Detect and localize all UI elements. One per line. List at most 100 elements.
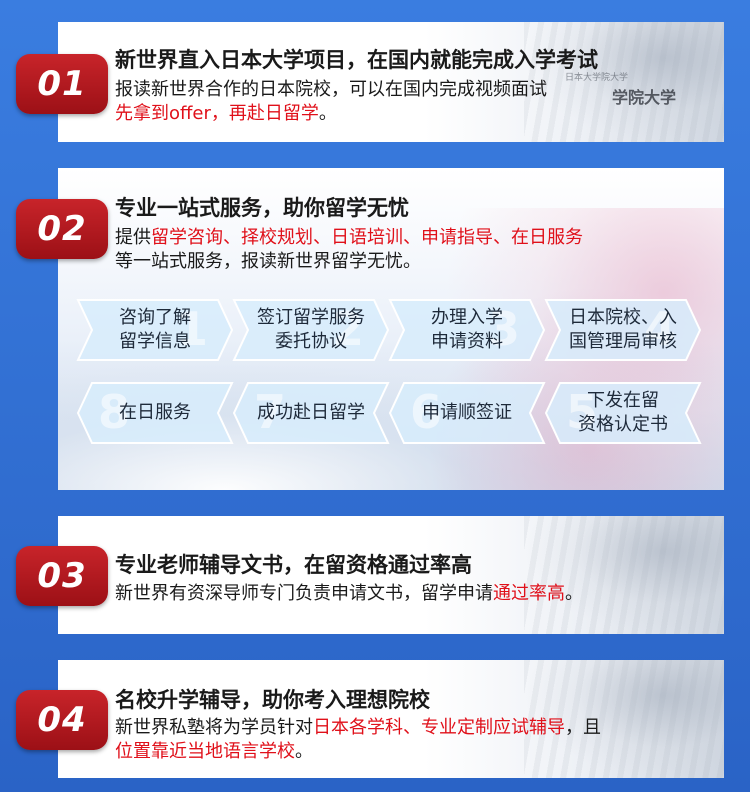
step-label-line: 咨询了解 <box>119 307 191 328</box>
highlight-text: 先拿到offer，再赴日留学 <box>115 103 319 124</box>
section-body-4: 新世界私塾将为学员针对日本各学科、专业定制应试辅导，且 位置靠近当地语言学校。 <box>115 716 601 764</box>
section-card-3 <box>58 516 724 634</box>
section-body-3: 新世界有资深导师专门负责申请文书，留学申请通过率高。 <box>115 582 583 606</box>
step-label-text: 日本院校、入 国管理局审核 <box>569 306 677 354</box>
body-text: 。 <box>565 583 583 604</box>
sign-text: 学院大学 <box>612 88 677 107</box>
body-line: 位置靠近当地语言学校。 <box>115 740 601 764</box>
body-text: 新世界私塾将为学员针对 <box>115 717 313 738</box>
body-line: 先拿到offer，再赴日留学。 <box>115 102 547 126</box>
process-step: 1 咨询了解留学信息 <box>76 298 234 362</box>
chevron-shape <box>544 382 702 444</box>
process-step: 6 申请顺签证 <box>388 381 546 445</box>
section-title-1: 新世界直入日本大学项目，在国内就能完成入学考试 <box>115 48 598 72</box>
chevron-shape <box>76 299 234 361</box>
process-step: 2 签订留学服务 委托协议 <box>232 298 390 362</box>
step-label-text: 申请顺签证 <box>422 401 512 425</box>
section-title-2: 专业一站式服务，助你留学无忧 <box>115 196 409 220</box>
highlight-text: 日本各学科、专业定制应试辅导 <box>313 717 565 738</box>
body-line: 报读新世界合作的日本院校，可以在国内完成视频面试 <box>115 79 547 100</box>
step-label: 成功赴日留学 <box>254 381 368 445</box>
chevron-arrow-icon <box>76 382 234 444</box>
chevron-shape <box>232 382 390 444</box>
step-label-line: 成功赴日留学 <box>257 402 365 423</box>
step-number: 4 <box>643 302 676 356</box>
section-title-3: 专业老师辅导文书，在留资格通过率高 <box>115 553 472 577</box>
step-label-line: 国管理局审核 <box>569 331 677 352</box>
body-line: 新世界有资深导师专门负责申请文书，留学申请通过率高。 <box>115 582 583 606</box>
chevron-arrow-icon <box>76 299 234 361</box>
step-label-line: 日本院校、入 <box>569 307 677 328</box>
badge-number: 04 <box>37 700 87 740</box>
step-number: 2 <box>331 302 364 356</box>
body-text: 。 <box>295 741 313 762</box>
section-badge-4: 04 <box>16 690 108 750</box>
section-badge-2: 02 <box>16 199 108 259</box>
study-room-photo <box>524 660 724 778</box>
step-label-text: 咨询了解 留学信息 <box>119 306 191 354</box>
step-label-text: 成功赴日留学 <box>257 401 365 425</box>
highlight-text: 通过率高 <box>493 583 565 604</box>
chevron-shape <box>388 382 546 444</box>
chevron-arrow-icon <box>232 299 390 361</box>
step-label-line: 签订留学服务 <box>257 307 365 328</box>
chevron-arrow-icon <box>232 382 390 444</box>
chevron-shape <box>388 299 546 361</box>
step-number: 8 <box>98 385 131 439</box>
chevron-shape <box>544 299 702 361</box>
process-step: 3 办理入学申请资料 <box>388 298 546 362</box>
step-number: 1 <box>175 302 208 356</box>
step-label: 咨询了解 留学信息 <box>98 298 212 362</box>
step-label: 申请顺签证 <box>410 381 524 445</box>
section-title-4: 名校升学辅导，助你考入理想院校 <box>115 688 430 712</box>
step-label: 办理入学 申请资料 <box>410 298 524 362</box>
step-number: 7 <box>254 385 287 439</box>
step-label-text: 签订留学服务 委托协议 <box>257 306 365 354</box>
body-line: 新世界私塾将为学员针对日本各学科、专业定制应试辅导，且 <box>115 716 601 740</box>
classroom-photo <box>524 516 724 634</box>
step-label: 下发在留 资格认定书 <box>566 381 680 445</box>
sign-text-small: 日本大学院大学 <box>565 73 629 83</box>
step-label-line: 资格认定书 <box>578 414 668 435</box>
badge-number: 01 <box>37 64 87 104</box>
badge-number: 03 <box>37 556 87 596</box>
step-label-line: 下发在留 <box>587 390 659 411</box>
step-label-line: 留学信息 <box>119 331 191 352</box>
highlight-text: 位置靠近当地语言学校 <box>115 741 295 762</box>
body-text: 提供 <box>115 227 151 248</box>
step-label: 在日服务 <box>98 381 212 445</box>
body-text: 新世界有资深导师专门负责申请文书，留学申请 <box>115 583 493 604</box>
body-line: 等一站式服务，报读新世界留学无忧。 <box>115 251 421 272</box>
step-label-line: 申请顺签证 <box>422 402 512 423</box>
step-label-text: 办理入学 申请资料 <box>431 306 503 354</box>
step-label-line: 在日服务 <box>119 402 191 423</box>
section-body-2: 提供留学咨询、择校规划、日语培训、申请指导、在日服务 等一站式服务，报读新世界留… <box>115 226 583 274</box>
badge-number: 02 <box>37 209 87 249</box>
step-number: 5 <box>566 385 599 439</box>
step-number: 6 <box>410 385 443 439</box>
chevron-shape <box>76 382 234 444</box>
body-text: ，且 <box>565 717 601 738</box>
section-card-4 <box>58 660 724 778</box>
section-card-1 <box>58 22 724 142</box>
campus-photo <box>524 22 724 142</box>
process-step: 5 下发在留资格认定书 <box>544 381 702 445</box>
step-label: 日本院校、入 国管理局审核 <box>566 298 680 362</box>
step-label: 签订留学服务 委托协议 <box>254 298 368 362</box>
body-text: 。 <box>318 103 337 124</box>
process-step: 8 在日服务 <box>76 381 234 445</box>
chevron-shape <box>232 299 390 361</box>
step-number: 3 <box>487 302 520 356</box>
step-label-line: 申请资料 <box>431 331 503 352</box>
section-badge-1: 01 <box>16 54 108 114</box>
chevron-arrow-icon <box>544 299 702 361</box>
section-badge-3: 03 <box>16 546 108 606</box>
step-label-line: 委托协议 <box>275 331 347 352</box>
process-step: 7 成功赴日留学 <box>232 381 390 445</box>
step-label-line: 办理入学 <box>431 307 503 328</box>
process-step: 4 日本院校、入 国管理局审核 <box>544 298 702 362</box>
section-body-1: 报读新世界合作的日本院校，可以在国内完成视频面试 先拿到offer，再赴日留学。 <box>115 78 547 126</box>
chevron-arrow-icon <box>388 299 546 361</box>
step-label-text: 在日服务 <box>119 401 191 425</box>
body-line: 提供留学咨询、择校规划、日语培训、申请指导、在日服务 <box>115 226 583 250</box>
